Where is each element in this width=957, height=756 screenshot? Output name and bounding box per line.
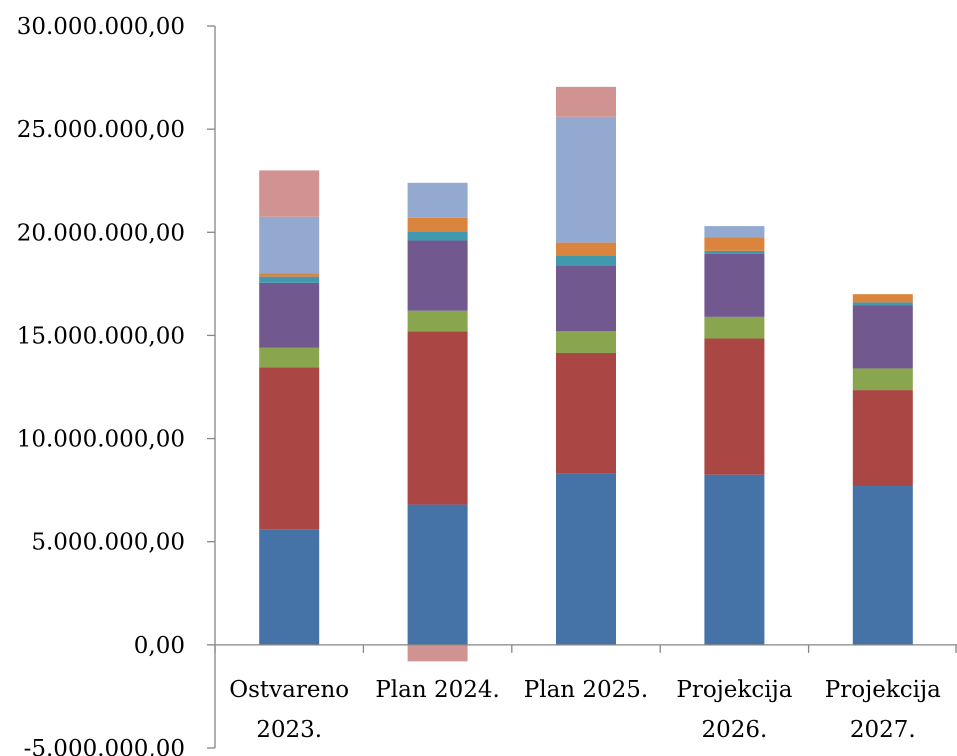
bar-segment xyxy=(556,265,616,332)
bar-segment xyxy=(704,474,765,645)
y-tick-label: 20.000.000,00 xyxy=(17,220,185,246)
bar-segment xyxy=(259,347,320,368)
bar-segment xyxy=(556,256,616,266)
x-tick-label: Plan 2024. xyxy=(375,677,500,703)
x-tick-label: Projekcija xyxy=(825,677,941,703)
bar-segment xyxy=(852,302,913,306)
bar-segment xyxy=(556,473,616,645)
bar-segment xyxy=(704,237,765,251)
bar-segment xyxy=(259,282,320,348)
bar-segment xyxy=(704,226,765,238)
bar-segment xyxy=(407,644,468,662)
bar-segment xyxy=(704,316,765,339)
bar-segment xyxy=(407,310,468,332)
bar-segment xyxy=(704,253,765,317)
bar-segment xyxy=(852,294,913,303)
y-tick-label: -5.000.000,00 xyxy=(24,736,185,756)
bar-segment xyxy=(407,504,468,645)
bar-segment xyxy=(704,338,765,475)
bar-segment xyxy=(704,250,765,254)
bars xyxy=(259,86,913,662)
bar-segment xyxy=(259,273,320,277)
bar-segment xyxy=(556,352,616,474)
y-tick-label: 5.000.000,00 xyxy=(31,530,185,556)
bar-segment xyxy=(852,368,913,391)
x-tick-label: 2027. xyxy=(850,717,916,743)
y-tick-label: 15.000.000,00 xyxy=(17,323,185,349)
y-axis: 30.000.000,00 25.000.000,00 20.000.000,00 1… xyxy=(17,14,216,756)
x-tick-label: Ostvareno xyxy=(229,677,349,703)
bar-segment xyxy=(259,367,320,530)
bar-segment xyxy=(259,276,320,283)
x-axis: Ostvareno 2023. Plan 2024. Plan 2025. Projek… xyxy=(214,644,957,743)
bar-segment xyxy=(556,242,616,257)
x-tick-label: Plan 2025. xyxy=(524,677,649,703)
y-tick-label: 25.000.000,00 xyxy=(17,117,185,143)
x-tick-label: 2026. xyxy=(701,717,767,743)
bar-segment xyxy=(852,486,913,645)
bar-segment xyxy=(852,390,913,487)
bar-segment xyxy=(556,331,616,353)
x-tick-label: 2023. xyxy=(256,717,322,743)
bar-segment xyxy=(407,217,468,232)
x-tick-label: Projekcija xyxy=(676,677,792,703)
bar-segment xyxy=(259,170,320,217)
bar-segment xyxy=(407,182,468,218)
bar-segment xyxy=(407,231,468,241)
bar-segment xyxy=(556,86,616,117)
bar-segment xyxy=(407,240,468,311)
bar-segment xyxy=(259,216,320,274)
bar-segment xyxy=(407,331,468,505)
y-tick-label: 0,00 xyxy=(134,633,185,659)
y-tick-label: 30.000.000,00 xyxy=(17,14,185,40)
y-tick-label: 10.000.000,00 xyxy=(17,427,185,453)
bar-segment xyxy=(556,116,616,243)
bar-segment xyxy=(259,529,320,645)
bar-segment xyxy=(852,305,913,369)
